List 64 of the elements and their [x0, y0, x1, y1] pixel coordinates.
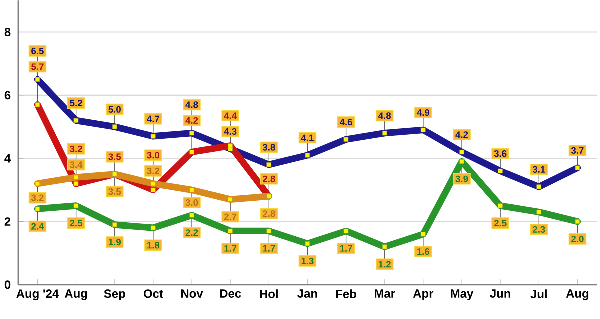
x-tick-label: Jun [490, 290, 510, 298]
x-tick-label: Mar [375, 290, 396, 298]
x-tick-label: Nov [182, 290, 204, 298]
x-tick-label: Jan [298, 290, 318, 298]
data-label: 2.2 [186, 230, 198, 236]
x-tick-label: Aug '24 [16, 290, 60, 301]
x-tick-label: Aug [64, 290, 88, 300]
data-label: 5.0 [108, 106, 121, 113]
x-tick-label: Apr [413, 290, 434, 300]
x-tick-label: Jul [530, 290, 547, 299]
x-tick-label: Hol [260, 290, 278, 299]
data-label: 4.2 [456, 132, 468, 138]
y-tick-label: 4 [4, 154, 12, 163]
data-label: 3.7 [571, 147, 584, 154]
data-label: 4.1 [301, 134, 314, 142]
data-label: 4.9 [417, 110, 430, 116]
data-label: 6.5 [32, 48, 44, 55]
y-tick-label: 6 [4, 91, 11, 100]
data-label: 1.7 [263, 245, 276, 252]
data-label: 2.3 [532, 226, 546, 234]
data-label: 1.6 [418, 248, 430, 256]
data-label: 2.0 [572, 236, 584, 242]
data-label: 4.2 [186, 118, 198, 124]
data-label: 2.4 [32, 223, 44, 230]
data-label: 2.8 [263, 176, 276, 182]
data-label: 1.8 [148, 242, 160, 249]
data-label: 3.6 [494, 150, 507, 158]
data-label: 5.2 [70, 100, 82, 107]
data-label: 1.7 [224, 245, 237, 252]
data-label: 4.7 [147, 116, 160, 122]
data-label: 3.2 [70, 146, 82, 152]
data-label: 4.8 [186, 102, 198, 108]
data-label: 3.2 [31, 194, 44, 202]
data-label: 3.1 [532, 166, 546, 174]
data-label: 1.7 [340, 245, 352, 252]
data-label: 4.6 [340, 119, 352, 126]
x-tick-label: Sep [104, 290, 126, 301]
data-label: 4.3 [224, 128, 237, 136]
data-label: 3.0 [147, 152, 160, 159]
x-tick-label: May [451, 290, 474, 300]
data-label: 2.5 [70, 220, 83, 227]
data-label: 3.4 [70, 162, 83, 168]
data-label: 3.2 [147, 168, 160, 175]
data-label: 3.9 [456, 176, 468, 182]
data-label: 3.8 [262, 144, 276, 151]
data-label: 5.7 [32, 64, 44, 70]
x-tick-label: Dec [220, 290, 242, 298]
data-label: 4.8 [378, 112, 392, 120]
data-label: 1.9 [108, 239, 121, 246]
data-label: 1.2 [378, 261, 391, 268]
x-tick-label: Aug [566, 290, 589, 300]
data-label: 4.4 [224, 112, 238, 120]
data-label: 2.5 [494, 220, 507, 227]
data-label: 3.5 [108, 154, 122, 160]
data-label: 3.5 [108, 188, 122, 196]
x-tick-label: Feb [336, 290, 356, 299]
y-tick-label: 0 [4, 280, 11, 290]
x-tick-label: Oct [144, 290, 164, 298]
data-label: 1.3 [302, 258, 314, 265]
data-label: 2.8 [263, 210, 276, 218]
y-tick-label: 8 [4, 28, 11, 37]
data-label: 3.0 [186, 200, 198, 206]
y-tick-label: 2 [4, 218, 11, 226]
data-label: 2.7 [224, 214, 237, 220]
